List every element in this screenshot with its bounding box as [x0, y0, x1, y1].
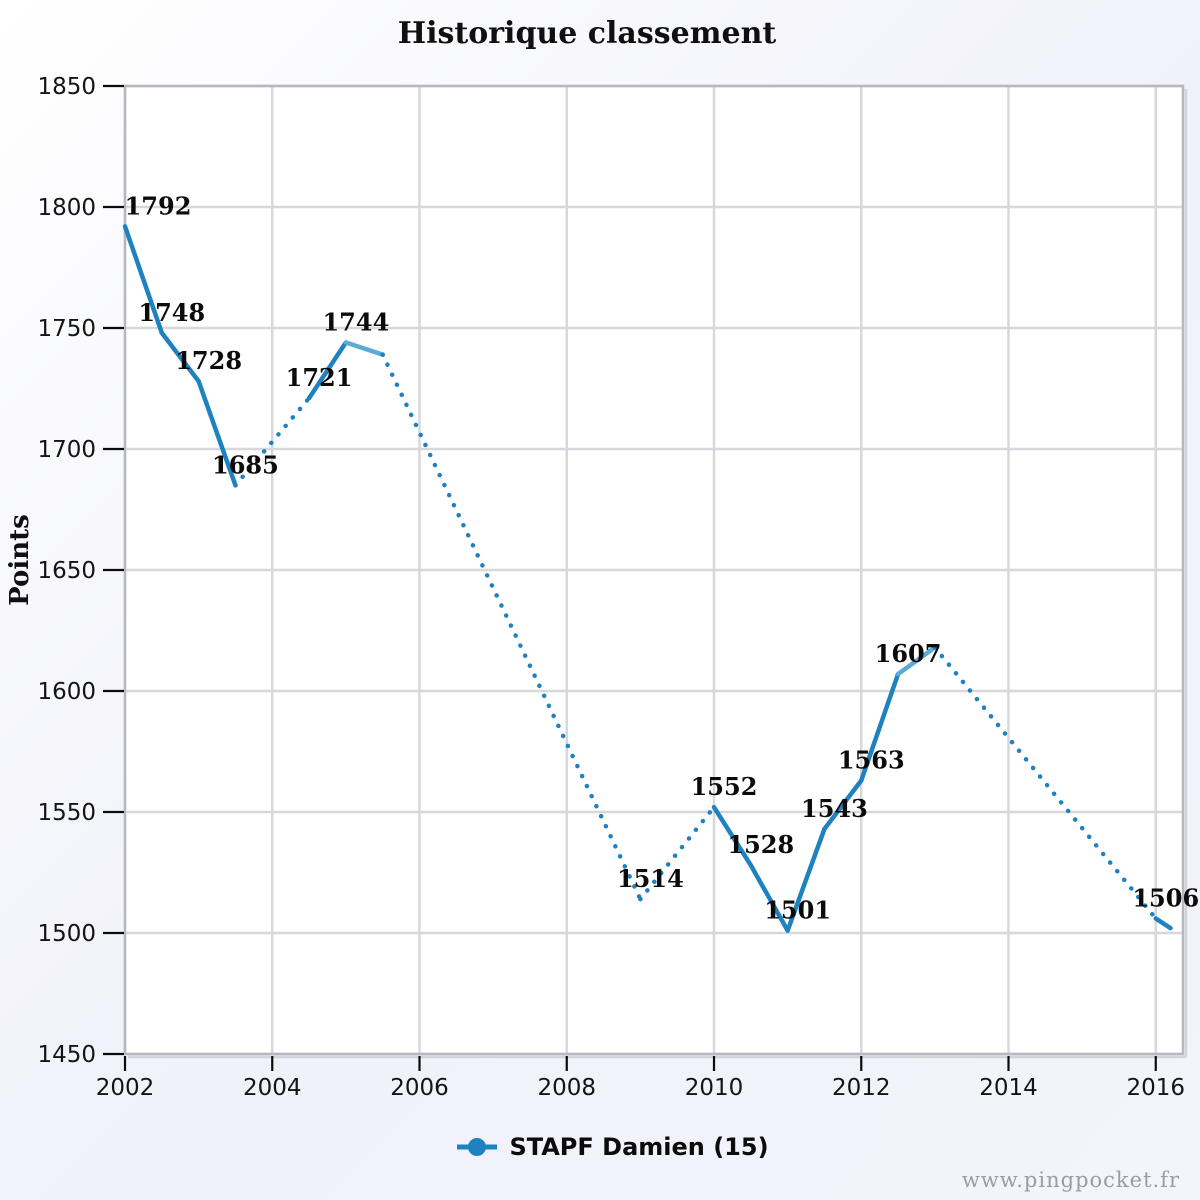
- y-tick-label: 1550: [37, 800, 96, 826]
- point-value-label: 1744: [322, 308, 389, 337]
- y-tick-label: 1450: [37, 1042, 96, 1068]
- point-value-label: 1552: [691, 772, 758, 801]
- legend-series-label: STAPF Damien (15): [509, 1133, 769, 1161]
- y-tick-label: 1600: [37, 679, 96, 705]
- series-segment-solid: [822, 778, 864, 832]
- legend-line-marker-icon: [457, 1138, 498, 1156]
- series-segment-solid: [343, 340, 385, 357]
- point-value-label: 1721: [286, 363, 353, 392]
- series-segment-solid: [306, 340, 349, 401]
- y-tick-label: 1800: [37, 195, 96, 221]
- series-segment-solid: [711, 804, 754, 868]
- x-tick-label: 2016: [1126, 1075, 1185, 1101]
- legend: STAPF Damien (15): [12, 1130, 1200, 1164]
- point-value-label: 1685: [212, 450, 279, 479]
- y-tick-label: 1650: [37, 558, 96, 584]
- point-value-label: 1514: [617, 864, 684, 893]
- series-segment-solid: [748, 862, 790, 933]
- point-value-label: 1607: [875, 639, 942, 668]
- point-value-label: 1506: [1132, 883, 1199, 912]
- series-segment-solid: [785, 826, 827, 933]
- series-segment-dotted: [233, 395, 312, 488]
- series-segment-solid: [122, 224, 165, 336]
- series-segment-solid: [859, 671, 901, 783]
- series-segment-dotted: [638, 804, 717, 902]
- series-segment-dotted: [380, 352, 643, 902]
- series-segment-solid: [895, 645, 938, 677]
- x-tick-label: 2008: [537, 1075, 596, 1101]
- x-tick-label: 2004: [243, 1075, 302, 1101]
- point-value-label: 1543: [801, 794, 868, 823]
- plot-border: [123, 84, 1185, 1056]
- y-tick-label: 1500: [37, 921, 96, 947]
- series-segment-solid: [196, 378, 238, 488]
- x-tick-label: 2014: [979, 1075, 1038, 1101]
- point-value-label: 1792: [125, 191, 192, 220]
- chart-title: Historique classement: [397, 16, 777, 51]
- point-value-label: 1563: [838, 746, 905, 775]
- x-tick-label: 2012: [832, 1075, 891, 1101]
- x-tick-label: 2010: [685, 1075, 744, 1101]
- watermark: www.pingpocket.fr: [961, 1168, 1180, 1192]
- point-value-label: 1528: [727, 830, 794, 859]
- point-value-label: 1728: [175, 346, 242, 375]
- point-value-label: 1748: [138, 298, 205, 327]
- y-tick-label: 1700: [37, 437, 96, 463]
- series-segment-solid: [1153, 916, 1173, 931]
- series-segment-solid: [159, 330, 201, 384]
- x-tick-label: 2006: [390, 1075, 449, 1101]
- x-tick-label: 2002: [96, 1075, 155, 1101]
- y-tick-label: 1850: [37, 74, 96, 100]
- legend-marker-dot: [468, 1138, 487, 1156]
- point-value-label: 1501: [764, 896, 831, 925]
- y-tick-label: 1750: [37, 316, 96, 342]
